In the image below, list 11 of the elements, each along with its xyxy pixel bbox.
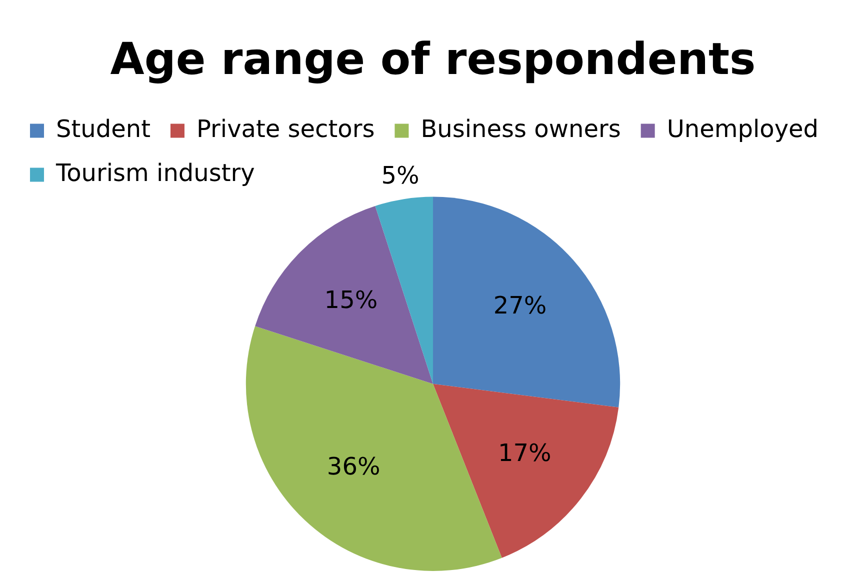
legend-label: Student (56, 115, 150, 144)
data-label: 17% (498, 439, 552, 468)
data-label: 27% (493, 291, 547, 320)
legend-label: Private sectors (196, 115, 375, 144)
data-label: 5% (381, 162, 420, 190)
chart-title: Age range of respondents (110, 34, 756, 85)
legend-label: Tourism industry (55, 159, 255, 188)
data-label: 36% (326, 452, 380, 481)
data-label: 15% (324, 286, 378, 314)
legend-label: Business owners (420, 115, 621, 144)
legend-label: Unemployed (666, 115, 819, 144)
